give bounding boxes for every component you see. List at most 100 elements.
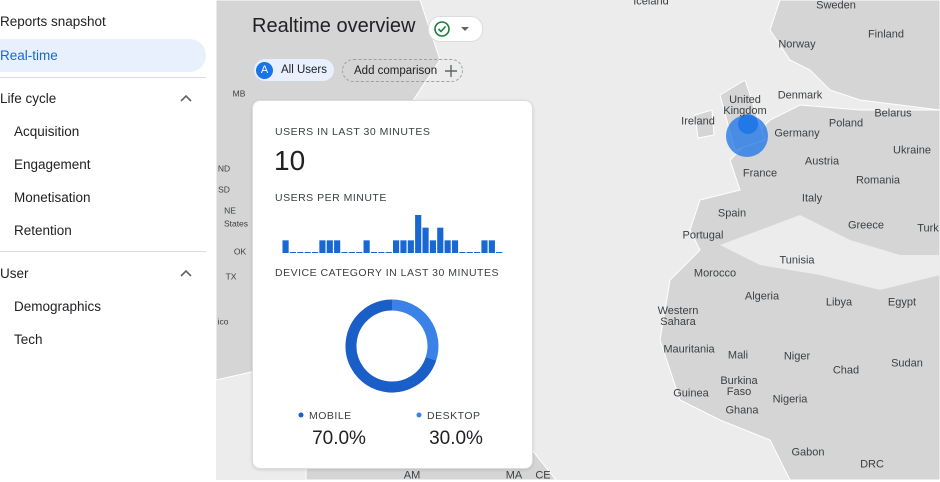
- audience-avatar: A: [256, 61, 273, 79]
- minute-bar: [378, 252, 385, 253]
- nav-item[interactable]: Reports snapshot: [0, 14, 106, 29]
- realtime-card: USERS IN LAST 30 MINUTES 10 USERS PER MI…: [252, 100, 533, 469]
- status-icons: [434, 21, 469, 37]
- users-count: 10: [274, 145, 306, 176]
- map-label: Greece: [847, 219, 885, 232]
- map-label: Germany: [774, 127, 820, 140]
- map-label: Mali: [727, 349, 749, 362]
- minute-bar: [326, 240, 333, 253]
- minute-bar: [422, 227, 429, 253]
- map-label: Western Sahara: [657, 305, 699, 328]
- map-label: United Kingdom: [723, 94, 767, 117]
- map-label: Burkina Faso: [720, 375, 758, 398]
- audience-name: All Users: [281, 64, 328, 76]
- europe-africa: [659, 104, 940, 480]
- collapse-icon[interactable]: [180, 94, 192, 102]
- nav-item[interactable]: Demographics: [14, 299, 102, 314]
- active-highlight: [0, 39, 206, 72]
- map-label: Gabon: [791, 446, 825, 459]
- map-label: Turk: [917, 222, 939, 235]
- map-label: Mauritania: [663, 343, 715, 356]
- map-label: Romania: [855, 174, 901, 187]
- compare-chip[interactable]: Add comparison: [342, 59, 463, 82]
- map-label: Ukraine: [893, 144, 931, 157]
- map-label: DRC: [860, 458, 884, 471]
- nav-item[interactable]: Engagement: [14, 157, 91, 172]
- map-label: Guinea: [673, 387, 709, 400]
- map-label: Egypt: [887, 296, 917, 309]
- map-label: Morocco: [693, 267, 737, 280]
- minute-bar: [488, 240, 495, 253]
- map-label: Italy: [801, 192, 823, 205]
- card-charts: MOBILE 70.0% DESKTOP 30.0%: [282, 215, 503, 449]
- minute-bar: [415, 215, 422, 253]
- collapse-icon[interactable]: [180, 269, 192, 277]
- map-label: OK: [233, 246, 247, 257]
- nav-item-active[interactable]: Real-time: [0, 48, 58, 63]
- map-label: Denmark: [777, 89, 823, 102]
- map-label: Portugal: [682, 229, 724, 242]
- map-label: Sudan: [891, 357, 923, 370]
- minute-bar: [289, 252, 297, 253]
- map-label: Belarus: [874, 107, 912, 120]
- map-label: MA: [505, 469, 523, 482]
- section-title[interactable]: User: [0, 266, 29, 281]
- nav-item[interactable]: Retention: [14, 223, 72, 238]
- map-label: Libya: [825, 296, 853, 309]
- ireland: [694, 109, 715, 139]
- map-label: Ghana: [725, 404, 759, 417]
- minute-bar: [319, 240, 326, 253]
- minute-bar: [393, 240, 400, 253]
- minute-bar: [437, 227, 444, 253]
- minute-bar: [451, 240, 459, 253]
- map-label: CE: [535, 469, 551, 482]
- status-chip[interactable]: [428, 16, 483, 42]
- minute-bar: [444, 240, 451, 253]
- nav-item[interactable]: Monetisation: [14, 190, 91, 205]
- map-label: Niger: [783, 350, 811, 363]
- minute-bar: [304, 252, 311, 253]
- device-title: DEVICE CATEGORY IN LAST 30 MINUTES: [275, 267, 499, 279]
- minute-bar: [481, 240, 488, 253]
- users-caption: USERS IN LAST 30 MINUTES: [275, 126, 431, 138]
- map-label: Algeria: [744, 290, 780, 303]
- user-bubble[interactable]: [738, 114, 758, 134]
- nav-item[interactable]: Tech: [14, 332, 43, 347]
- map-label: Finland: [867, 28, 905, 41]
- minute-bar: [429, 240, 436, 253]
- minute-bar: [385, 252, 392, 253]
- map-label: AM: [403, 469, 421, 482]
- map-label: Chad: [832, 364, 860, 377]
- donut-segment: [391, 299, 439, 361]
- minute-bar: [297, 252, 304, 253]
- scandinavia: [769, 0, 940, 111]
- legend-label: DESKTOP: [427, 410, 481, 422]
- page-title: Realtime overview: [252, 15, 416, 37]
- map-label: Ireland: [681, 115, 715, 128]
- sidebar: Reports snapshot Real-time Life cycle Ac…: [0, 0, 216, 480]
- map-label: France: [742, 167, 778, 180]
- divider: [0, 77, 206, 78]
- minute-bar: [311, 252, 319, 253]
- minute-bar: [282, 240, 289, 253]
- section-title[interactable]: Life cycle: [0, 91, 57, 106]
- audience-chip[interactable]: A All Users: [254, 59, 334, 81]
- map-label: States: [223, 218, 249, 229]
- mediterranean: [720, 215, 940, 290]
- map-label: TX: [225, 271, 237, 282]
- nav-item[interactable]: Acquisition: [14, 124, 80, 139]
- legend-value: 30.0%: [429, 428, 483, 449]
- minute-bar: [356, 252, 363, 253]
- map-label: Spain: [717, 207, 747, 220]
- map-label: NE: [224, 205, 236, 216]
- minute-bar: [341, 252, 348, 253]
- legend-dot: [298, 412, 304, 418]
- divider: [0, 251, 206, 252]
- minute-bar: [370, 252, 378, 253]
- minute-bar: [363, 240, 370, 253]
- map-label: Sweden: [816, 0, 856, 12]
- donut-segment: [345, 299, 437, 393]
- minute-bar: [348, 252, 355, 253]
- map-label: MB: [232, 88, 246, 99]
